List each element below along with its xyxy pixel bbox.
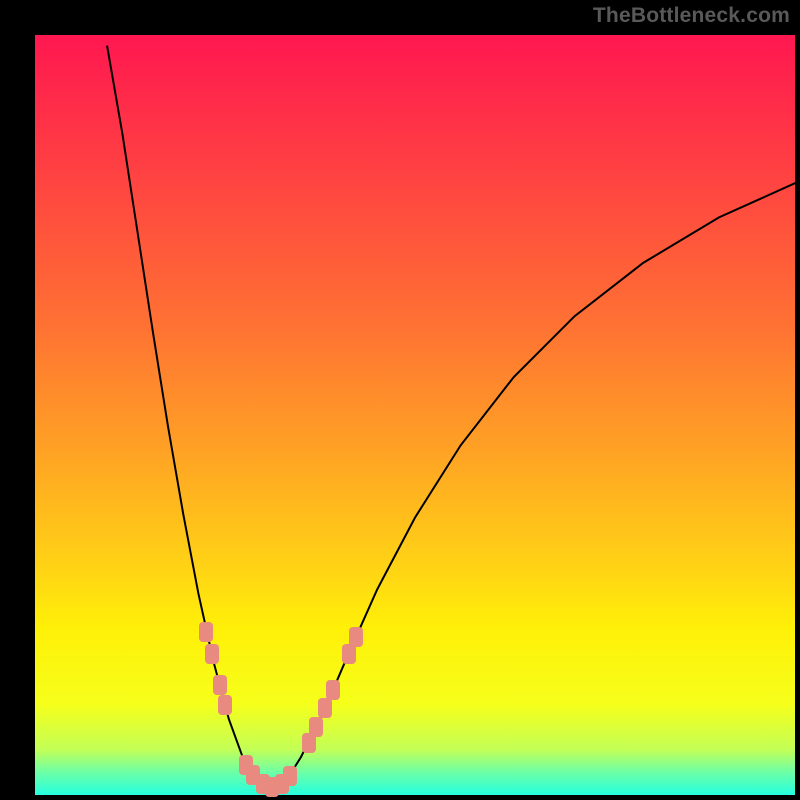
- data-marker: [309, 717, 323, 737]
- data-marker: [349, 627, 363, 647]
- data-marker: [318, 698, 332, 718]
- data-marker: [283, 766, 297, 786]
- chart-frame: TheBottleneck.com: [0, 0, 800, 800]
- data-marker: [199, 622, 213, 642]
- v-curve: [0, 0, 800, 800]
- data-marker: [213, 675, 227, 695]
- watermark-text: TheBottleneck.com: [593, 4, 790, 28]
- data-marker: [342, 644, 356, 664]
- data-marker: [326, 680, 340, 700]
- bottleneck-curve-path: [107, 46, 795, 787]
- data-marker: [218, 695, 232, 715]
- data-marker: [205, 644, 219, 664]
